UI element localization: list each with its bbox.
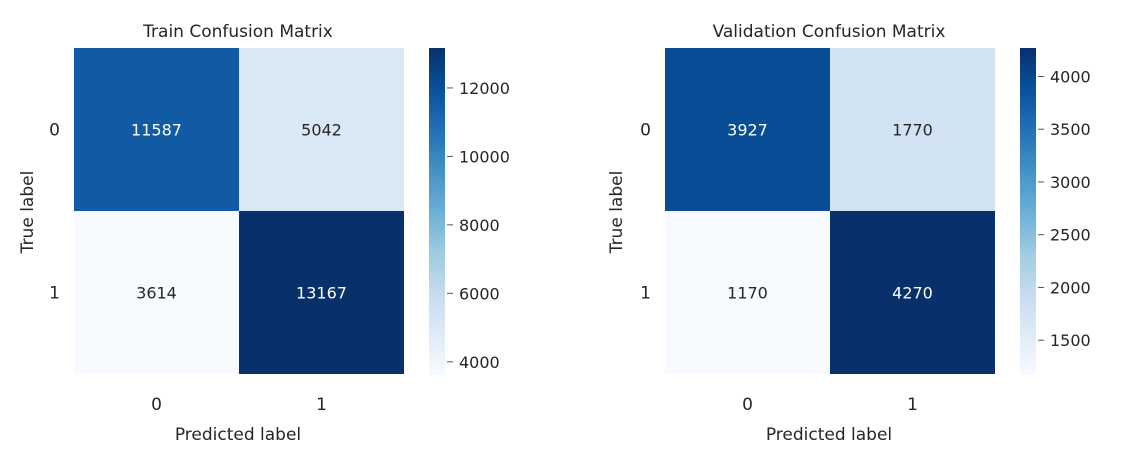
validation-cell-0-0: [665, 48, 830, 211]
train-panel: Train Confusion Matrix 11587 5042 3614 1316…: [18, 22, 510, 445]
validation-cell-label-1-1: 4270: [892, 284, 933, 303]
validation-title: Validation Confusion Matrix: [713, 22, 946, 42]
train-x-tick-label: 1: [316, 395, 327, 415]
validation-cell-label-0-0: 3927: [727, 121, 768, 140]
train-cells: 11587 5042 3614 13167: [74, 48, 404, 374]
validation-cell-0-1: [830, 48, 995, 211]
validation-y-ticks: 01: [640, 121, 651, 304]
validation-x-tick-label: 1: [907, 395, 918, 415]
validation-cell-1-0: [665, 211, 830, 374]
validation-colorbar-ticks: 1500 2000 2500 3000 3500 4000: [1038, 67, 1091, 350]
validation-y-tick-label: 0: [640, 121, 651, 141]
train-colorbar: 4000 6000 8000 10000 12000: [429, 48, 510, 375]
validation-cell-label-0-1: 1770: [892, 121, 933, 140]
train-colorbar-ticks: 4000 6000 8000 10000 12000: [447, 79, 510, 372]
train-cell-label-0-1: 5042: [301, 121, 342, 140]
validation-colorbar-tick-label: 2000: [1050, 278, 1091, 297]
train-cell-label-0-0: 11587: [131, 121, 182, 140]
validation-x-tick-label: 0: [742, 395, 753, 415]
train-cell-1-1: [239, 211, 404, 374]
validation-colorbar-tick-label: 1500: [1050, 331, 1091, 350]
validation-colorbar-tick-label: 3000: [1050, 173, 1091, 192]
train-cell-0-1: [239, 48, 404, 211]
train-y-tick-label: 1: [49, 284, 60, 304]
train-colorbar-tick-label: 6000: [459, 284, 500, 303]
validation-colorbar-tick-label: 3500: [1050, 120, 1091, 139]
train-x-tick-label: 0: [151, 395, 162, 415]
validation-colorbar: 1500 2000 2500 3000 3500 4000: [1020, 48, 1091, 375]
train-y-tick-label: 0: [49, 121, 60, 141]
train-title: Train Confusion Matrix: [142, 22, 333, 42]
validation-panel: Validation Confusion Matrix 3927 1770 1170…: [607, 22, 1091, 445]
train-xlabel: Predicted label: [175, 425, 301, 445]
train-cell-1-0: [74, 211, 239, 374]
validation-colorbar-tick-label: 2500: [1050, 226, 1091, 245]
train-colorbar-tick-label: 8000: [459, 216, 500, 235]
validation-xlabel: Predicted label: [766, 425, 892, 445]
train-colorbar-bar: [429, 48, 445, 375]
validation-ylabel: True label: [607, 171, 627, 255]
validation-cell-label-1-0: 1170: [727, 284, 768, 303]
train-colorbar-tick-label: 10000: [459, 147, 510, 166]
validation-cells: 3927 1770 1170 4270: [665, 48, 995, 374]
train-colorbar-tick-label: 12000: [459, 79, 510, 98]
train-y-ticks: 01: [49, 121, 60, 304]
train-cell-label-1-1: 13167: [296, 284, 347, 303]
validation-y-tick-label: 1: [640, 284, 651, 304]
train-cell-0-0: [74, 48, 239, 211]
train-colorbar-tick-label: 4000: [459, 353, 500, 372]
validation-colorbar-tick-label: 4000: [1050, 67, 1091, 86]
validation-cell-1-1: [830, 211, 995, 374]
validation-colorbar-bar: [1020, 48, 1036, 375]
train-ylabel: True label: [18, 171, 38, 255]
train-cell-label-1-0: 3614: [136, 284, 177, 303]
